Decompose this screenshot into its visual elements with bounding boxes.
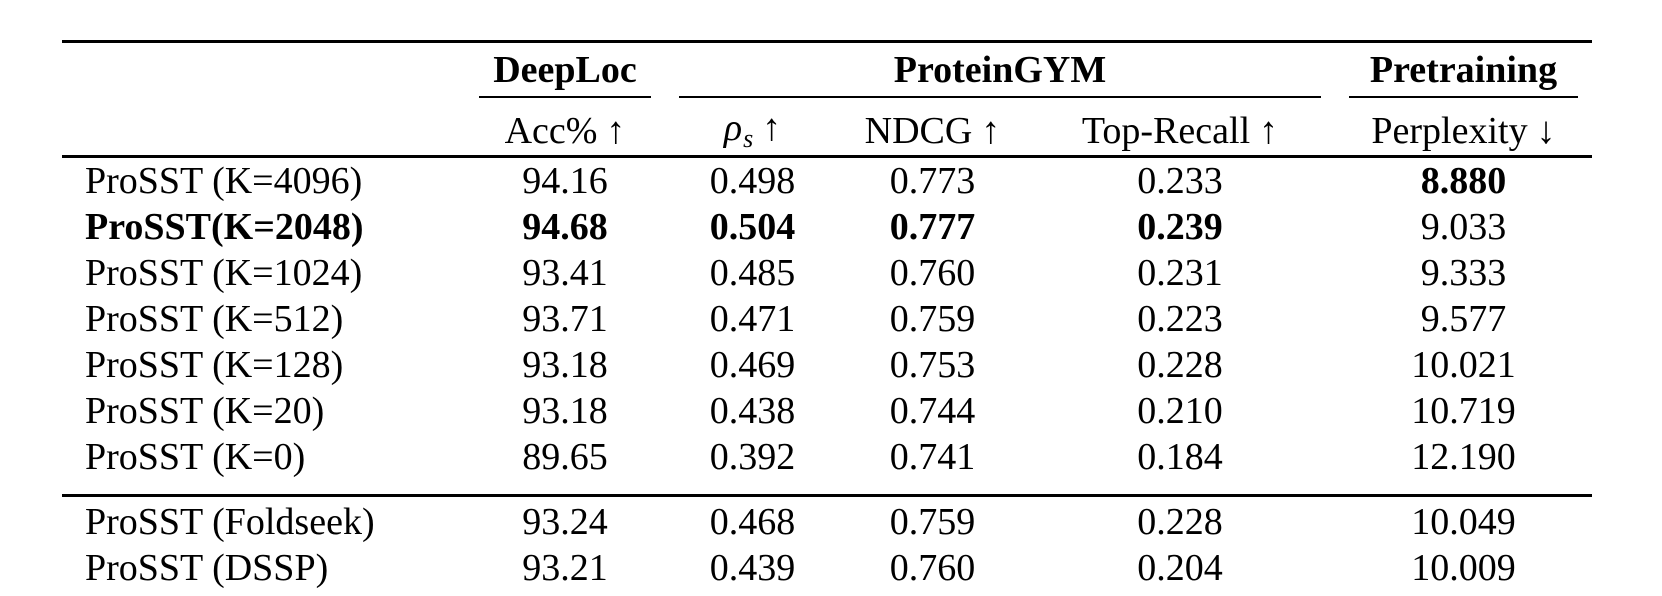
rule-line — [679, 96, 1321, 98]
cell-acc: 94.68 — [522, 206, 608, 248]
col-header-top-recall-label: Top-Recall — [1081, 109, 1251, 152]
cell-model-label: ProSST (K=512) — [85, 298, 344, 340]
cell-perplexity: 10.049 — [1411, 501, 1516, 543]
up-arrow-icon: ↑ — [762, 107, 782, 149]
cell-perplexity: 10.009 — [1411, 547, 1516, 589]
col-header-perplexity: Perplexity ↓ — [1335, 106, 1592, 157]
up-arrow-icon: ↑ — [606, 109, 626, 152]
down-arrow-icon: ↓ — [1536, 109, 1556, 152]
cell-top-recall: 0.210 — [1137, 390, 1223, 432]
results-table-container: DeepLoc ProteinGYM Pretraining Acc% ↑ ρs ↑… — [62, 40, 1592, 591]
rho-symbol: ρ — [723, 107, 743, 149]
cell-acc: 93.18 — [522, 390, 608, 432]
table-header: DeepLoc ProteinGYM Pretraining Acc% ↑ ρs ↑… — [62, 42, 1592, 157]
cell-ndcg: 0.741 — [889, 436, 976, 478]
col-header-empty — [62, 106, 465, 157]
group-underline-row — [62, 96, 1592, 106]
column-header-row: Acc% ↑ ρs ↑ NDCG ↑ Top-Recall ↑ Perplexity ↓ — [62, 106, 1592, 157]
cell-top-recall: 0.239 — [1137, 206, 1223, 248]
table-body: ProSST (K=4096) 94.16 0.498 0.773 0.233 … — [62, 157, 1592, 592]
cell-acc: 93.41 — [522, 252, 608, 294]
cell-perplexity: 10.719 — [1411, 390, 1516, 432]
cell-model-label: ProSST (K=128) — [85, 344, 344, 386]
cell-ndcg: 0.773 — [889, 160, 976, 202]
cell-top-recall: 0.233 — [1137, 160, 1223, 202]
table-row: ProSST (Foldseek) 93.24 0.468 0.759 0.22… — [62, 495, 1592, 546]
cell-rho: 0.498 — [709, 160, 796, 202]
col-header-rho: ρs ↑ — [665, 106, 840, 157]
cell-ndcg: 0.760 — [889, 252, 976, 294]
cell-acc: 89.65 — [522, 436, 608, 478]
group-header-empty — [62, 42, 465, 97]
cell-perplexity: 10.021 — [1411, 344, 1516, 386]
cell-model-label: ProSST (DSSP) — [85, 547, 329, 589]
rho-subscript: s — [743, 124, 754, 153]
cell-ndcg: 0.777 — [889, 206, 976, 248]
table-row: ProSST (K=512) 93.71 0.471 0.759 0.223 9… — [62, 296, 1592, 342]
cell-perplexity: 12.190 — [1411, 436, 1516, 478]
group-header-row: DeepLoc ProteinGYM Pretraining — [62, 42, 1592, 97]
cell-rho: 0.469 — [709, 344, 796, 386]
cell-ndcg: 0.744 — [889, 390, 976, 432]
cell-perplexity: 8.880 — [1420, 160, 1507, 202]
table-row: ProSST (K=1024) 93.41 0.485 0.760 0.231 … — [62, 250, 1592, 296]
cell-rho: 0.468 — [709, 501, 796, 543]
cell-perplexity: 9.577 — [1420, 298, 1507, 340]
table-row: ProSST (K=20) 93.18 0.438 0.744 0.210 10… — [62, 388, 1592, 434]
cell-rho: 0.438 — [709, 390, 796, 432]
group-header-pretraining: Pretraining — [1369, 48, 1558, 91]
up-arrow-icon: ↑ — [1259, 109, 1279, 152]
up-arrow-icon: ↑ — [981, 109, 1001, 152]
cell-rho: 0.471 — [709, 298, 796, 340]
cell-model-label: ProSST (K=20) — [85, 390, 325, 432]
rule-line — [479, 96, 651, 98]
col-header-ndcg-label: NDCG — [864, 109, 973, 152]
cell-acc: 93.24 — [522, 501, 608, 543]
table-row: ProSST (DSSP) 93.21 0.439 0.760 0.204 10… — [62, 545, 1592, 591]
cell-model-label: ProSST(K=2048) — [85, 206, 364, 248]
results-table: DeepLoc ProteinGYM Pretraining Acc% ↑ ρs ↑… — [62, 40, 1592, 591]
cell-top-recall: 0.204 — [1137, 547, 1223, 589]
rule-line — [1349, 96, 1578, 98]
table-row: ProSST (K=128) 93.18 0.469 0.753 0.228 1… — [62, 342, 1592, 388]
cell-top-recall: 0.184 — [1137, 436, 1223, 478]
col-header-perplexity-label: Perplexity — [1371, 109, 1528, 152]
cell-top-recall: 0.228 — [1137, 344, 1223, 386]
cell-ndcg: 0.760 — [889, 547, 976, 589]
col-header-top-recall: Top-Recall ↑ — [1025, 106, 1335, 157]
cell-rho: 0.504 — [709, 206, 796, 248]
cell-acc: 93.21 — [522, 547, 608, 589]
cell-model-label: ProSST (K=4096) — [85, 160, 363, 202]
cell-model-label: ProSST (K=1024) — [85, 252, 363, 294]
cell-rho: 0.392 — [709, 436, 796, 478]
cell-ndcg: 0.759 — [889, 501, 976, 543]
group-header-deeploc: DeepLoc — [493, 48, 637, 91]
cell-perplexity: 9.033 — [1420, 206, 1507, 248]
cell-top-recall: 0.228 — [1137, 501, 1223, 543]
cell-acc: 93.71 — [522, 298, 608, 340]
cell-top-recall: 0.223 — [1137, 298, 1223, 340]
underline-pretraining — [1335, 96, 1592, 106]
group-header-proteingym: ProteinGYM — [893, 48, 1107, 91]
cell-acc: 93.18 — [522, 344, 608, 386]
underline-empty — [62, 96, 465, 106]
cell-model-label: ProSST (K=0) — [85, 436, 306, 478]
cell-rho: 0.439 — [709, 547, 796, 589]
cell-acc: 94.16 — [522, 160, 608, 202]
table-row: ProSST(K=2048) 94.68 0.504 0.777 0.239 9… — [62, 204, 1592, 250]
cell-model-label: ProSST (Foldseek) — [85, 501, 375, 543]
cell-ndcg: 0.759 — [889, 298, 976, 340]
table-row: ProSST (K=0) 89.65 0.392 0.741 0.184 12.… — [62, 434, 1592, 496]
cell-rho: 0.485 — [709, 252, 796, 294]
col-header-acc: Acc% ↑ — [465, 106, 665, 157]
col-header-acc-label: Acc% — [504, 109, 598, 152]
table-row: ProSST (K=4096) 94.16 0.498 0.773 0.233 … — [62, 157, 1592, 205]
cell-top-recall: 0.231 — [1137, 252, 1223, 294]
col-header-ndcg: NDCG ↑ — [840, 106, 1025, 157]
cell-ndcg: 0.753 — [889, 344, 976, 386]
underline-proteingym — [665, 96, 1335, 106]
underline-deeploc — [465, 96, 665, 106]
cell-perplexity: 9.333 — [1420, 252, 1507, 294]
